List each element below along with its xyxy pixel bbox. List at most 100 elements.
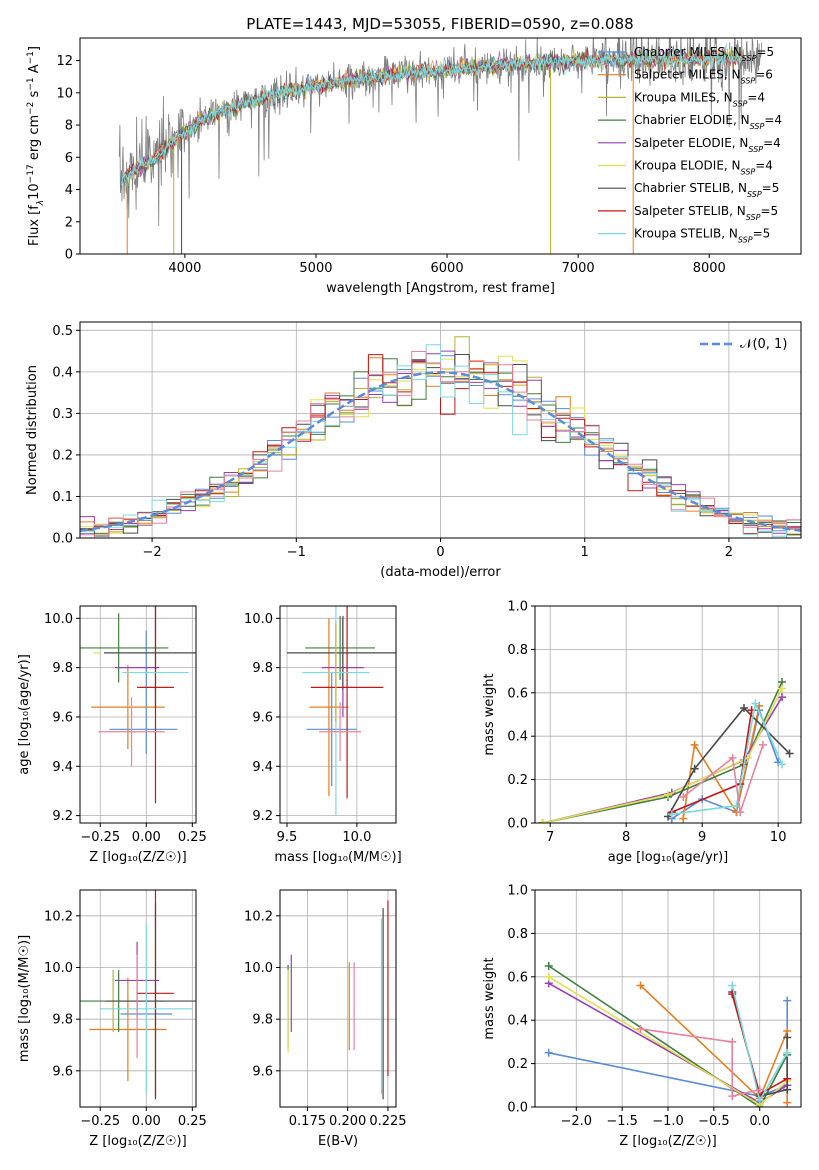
x-tick-label: 0 xyxy=(436,545,444,560)
legend-label-sub: SSP xyxy=(742,54,757,63)
weight-point-marker xyxy=(544,1048,553,1057)
normal-curve xyxy=(80,371,801,532)
x-tick-label: −1 xyxy=(287,545,306,560)
weight-point-marker xyxy=(778,693,786,702)
y-tick-label: 1.0 xyxy=(507,600,528,615)
legend-label: Salpeter ELODIE, NSSP=4 xyxy=(634,136,781,154)
x-tick-label: 2 xyxy=(725,545,733,560)
weight-point-marker xyxy=(759,740,767,749)
legend-label-sub: SSP xyxy=(738,235,753,244)
weight-point-marker xyxy=(728,753,737,762)
y-tick-label: 0.4 xyxy=(507,1014,528,1029)
axes-residuals: −2 −1 0 1 2 0.0 0.1 0.2 0.3 0.4 0.5 (data-model)/er… xyxy=(25,321,802,580)
weight-point-marker xyxy=(783,1033,792,1042)
y-label-part: s xyxy=(27,90,42,101)
model-series-line xyxy=(121,49,743,186)
weight-point-marker xyxy=(751,699,760,708)
y-tick-label: 9.8 xyxy=(52,661,73,676)
y-tick-label: 0.0 xyxy=(507,1101,528,1116)
legend-label-n: =5 xyxy=(753,227,771,241)
y-label-part: −1 xyxy=(26,77,36,90)
axes-frame: 0.175 0.200 0.225 9.6 9.8 10.0 10.2 E(B-V) xyxy=(244,889,407,1149)
y-tick-label: 9.6 xyxy=(52,1064,73,1079)
legend-label-sub: SSP xyxy=(741,167,756,176)
y-label-part: −1 xyxy=(26,51,36,64)
y-tick-label: 8 xyxy=(65,119,73,134)
x-tick-label: −2 xyxy=(143,545,162,560)
y-label-part: λ xyxy=(36,200,46,206)
y-label-part: erg cm xyxy=(27,115,42,164)
axes-frame: 7 8 9 10 0.0 0.2 0.4 0.6 0.8 1.0 age [log₁₀(age/yr… xyxy=(482,600,802,865)
x-tick-label: 0.00 xyxy=(132,1114,161,1129)
y-tick-label: 4 xyxy=(65,183,73,198)
y-tick-label: 0 xyxy=(65,248,73,263)
y-tick-label: 9.2 xyxy=(52,809,73,824)
y-tick-label: 0.8 xyxy=(507,927,528,942)
x-tick-label: 9 xyxy=(698,830,706,845)
y-tick-label: 10 xyxy=(56,86,73,101)
y-tick-label: 9.8 xyxy=(252,661,273,676)
weight-series-line xyxy=(640,1028,760,1098)
axes-Z_weight: −2.0 −1.5 −1.0 −0.5 0.0 0.0 0.2 0.4 0.6 0.8 1.0 Z [… xyxy=(482,884,802,1149)
y-tick-label: 0.6 xyxy=(507,970,528,985)
y-axis-label: Normed distribution xyxy=(25,365,40,495)
y-tick-label: 0.6 xyxy=(507,686,528,701)
legend-label-n: =4 xyxy=(764,113,782,127)
weight-point-marker xyxy=(667,810,676,819)
y-tick-label: 0.5 xyxy=(52,324,73,339)
y-label-part: A xyxy=(27,64,42,77)
axes-border xyxy=(279,605,397,824)
axes-frame: −2.0 −1.5 −1.0 −0.5 0.0 0.0 0.2 0.4 0.6 0.8 1.0 Z [… xyxy=(482,884,802,1149)
x-axis-label: (data-model)/error xyxy=(380,565,501,580)
y-tick-label: 0.2 xyxy=(507,773,528,788)
y-axis-label: mass [log₁₀(M/M☉)] xyxy=(17,935,32,1062)
weight-point-marker xyxy=(740,703,748,712)
weight-point-marker xyxy=(783,1098,792,1107)
weight-point-marker xyxy=(728,981,737,990)
weight-point-marker xyxy=(778,684,786,693)
legend-label: Chabrier ELODIE, NSSP=4 xyxy=(634,113,782,131)
x-tick-label: 0.0 xyxy=(749,1114,770,1129)
legend-label-name: Chabrier STELIB, N xyxy=(634,181,747,195)
weight-point-marker xyxy=(544,972,553,981)
legend-label-name: Kroupa STELIB, N xyxy=(634,227,738,241)
weight-series-line xyxy=(548,965,788,1107)
y-tick-label: 10.2 xyxy=(244,909,273,924)
weight-point-marker xyxy=(679,792,688,801)
x-tick-label: 5000 xyxy=(299,261,332,276)
plot-area xyxy=(538,677,794,823)
legend-label-name: Chabrier MILES, N xyxy=(634,45,742,59)
y-label-part: Flux [f xyxy=(27,205,42,246)
y-tick-label: 0.2 xyxy=(507,1057,528,1072)
y-tick-label: 10.0 xyxy=(244,961,273,976)
legend-label-n: =4 xyxy=(747,90,765,104)
weight-point-marker xyxy=(636,981,645,990)
weight-point-marker xyxy=(679,814,688,823)
legend-label: 𝒩(0, 1) xyxy=(740,337,787,352)
weight-point-marker xyxy=(783,1048,792,1057)
weight-point-marker xyxy=(783,1085,792,1094)
legend-label-sub: SSP xyxy=(746,212,761,221)
axes-border xyxy=(79,605,197,824)
x-axis-label: E(B-V) xyxy=(318,1134,358,1149)
axes-Z_mass: −0.25 0.00 0.25 9.6 9.8 10.0 10.2 Z [log₁₀(Z/Z☉… xyxy=(17,889,207,1149)
legend-label-sub: SSP xyxy=(750,122,765,131)
y-tick-label: 0.1 xyxy=(52,490,73,505)
x-tick-label: −2.0 xyxy=(560,1114,592,1129)
y-tick-label: 0.2 xyxy=(52,448,73,463)
legend-label-n: =4 xyxy=(755,159,773,173)
x-tick-label: 9.5 xyxy=(277,830,298,845)
y-tick-label: 0.4 xyxy=(52,365,73,380)
axes-mass_age: 9.5 10.0 9.2 9.4 9.6 9.8 10.0 mass [log₁₀(M/M☉)… xyxy=(244,605,402,865)
axes-ebv_mass: 0.175 0.200 0.225 9.6 9.8 10.0 10.2 E(B-V) xyxy=(244,889,407,1149)
y-tick-label: 9.6 xyxy=(252,1064,273,1079)
weight-point-marker xyxy=(755,1096,764,1105)
x-tick-label: −0.25 xyxy=(80,1114,120,1129)
y-axis-label: Flux [fλ10−17 erg cm−2 s−1 A−1] xyxy=(26,46,46,246)
x-tick-label: 1 xyxy=(581,545,589,560)
legend-label-n: =6 xyxy=(755,68,773,82)
y-tick-label: 0.3 xyxy=(52,407,73,422)
axes-age_weight: 7 8 9 10 0.0 0.2 0.4 0.6 0.8 1.0 age [log₁₀(age/yr… xyxy=(482,600,802,865)
x-tick-label: 7 xyxy=(546,830,554,845)
